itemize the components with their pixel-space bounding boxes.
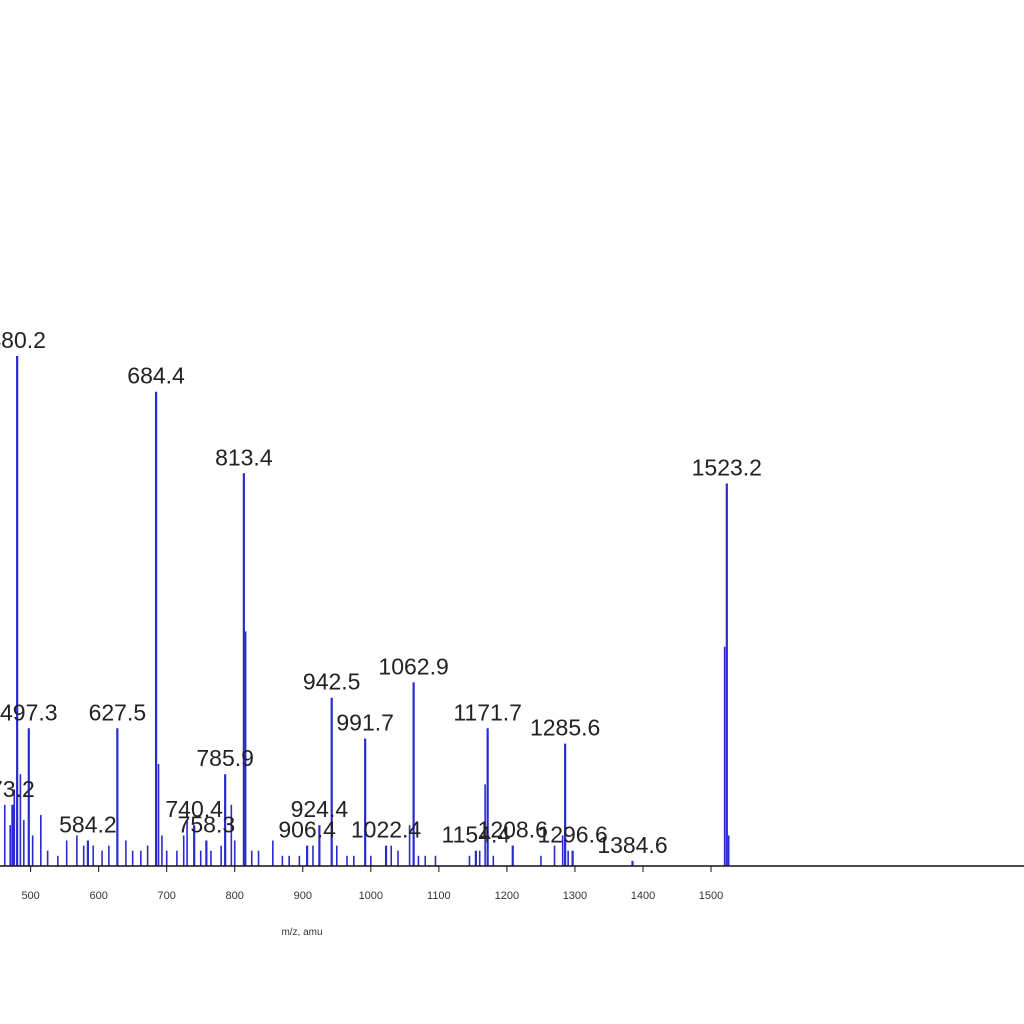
peak-label: 942.5 bbox=[303, 669, 361, 695]
peak-label: 785.9 bbox=[196, 745, 254, 771]
x-tick-label: 1100 bbox=[427, 890, 451, 902]
peak-label: 1154.4 bbox=[442, 822, 511, 848]
peak-label: 758.3 bbox=[178, 812, 236, 838]
peak-label: 480.2 bbox=[0, 327, 46, 353]
x-tick-label: 900 bbox=[294, 890, 312, 902]
peak-label: 584.2 bbox=[59, 812, 117, 838]
x-axis-title: m/z, amu bbox=[281, 927, 322, 938]
peak-label: 991.7 bbox=[336, 710, 394, 736]
x-tick-label: 500 bbox=[21, 890, 39, 902]
peak-label: 1171.7 bbox=[453, 699, 522, 725]
peak-label: 906.4 bbox=[278, 817, 336, 843]
x-tick-label: 1500 bbox=[699, 890, 723, 902]
peak-label: 813.4 bbox=[215, 444, 273, 470]
peak-label: 73.2 bbox=[0, 776, 35, 802]
peak-label: 1208.6 bbox=[478, 817, 548, 843]
x-tick-label: 1200 bbox=[495, 890, 519, 902]
peak-label: 1523.2 bbox=[692, 455, 762, 481]
x-tick-label: 800 bbox=[226, 890, 244, 902]
peak-label: 1285.6 bbox=[530, 715, 600, 741]
peak-label: 740.4 bbox=[165, 796, 223, 822]
peak-label: 1062.9 bbox=[378, 653, 448, 679]
peak-label: 1022.4 bbox=[351, 817, 422, 843]
x-tick-label: 1400 bbox=[631, 890, 655, 902]
peak-label: 924.4 bbox=[291, 796, 349, 822]
peak-label: 497.3 bbox=[0, 699, 58, 725]
x-tick-label: 600 bbox=[89, 890, 107, 902]
x-axis-ticks: 500 600 700 800 900 1000 1100 1200 1300 1400 1500 bbox=[21, 866, 723, 902]
x-tick-label: 1300 bbox=[563, 890, 587, 902]
peak-label: 1296.6 bbox=[537, 822, 607, 848]
x-tick-label: 1000 bbox=[359, 890, 383, 902]
peak-label: 1384.6 bbox=[597, 832, 667, 858]
peak-label: 684.4 bbox=[127, 363, 185, 389]
spectrum-bars bbox=[3, 356, 730, 866]
x-tick-label: 700 bbox=[158, 890, 176, 902]
peak-label: 627.5 bbox=[89, 699, 147, 725]
